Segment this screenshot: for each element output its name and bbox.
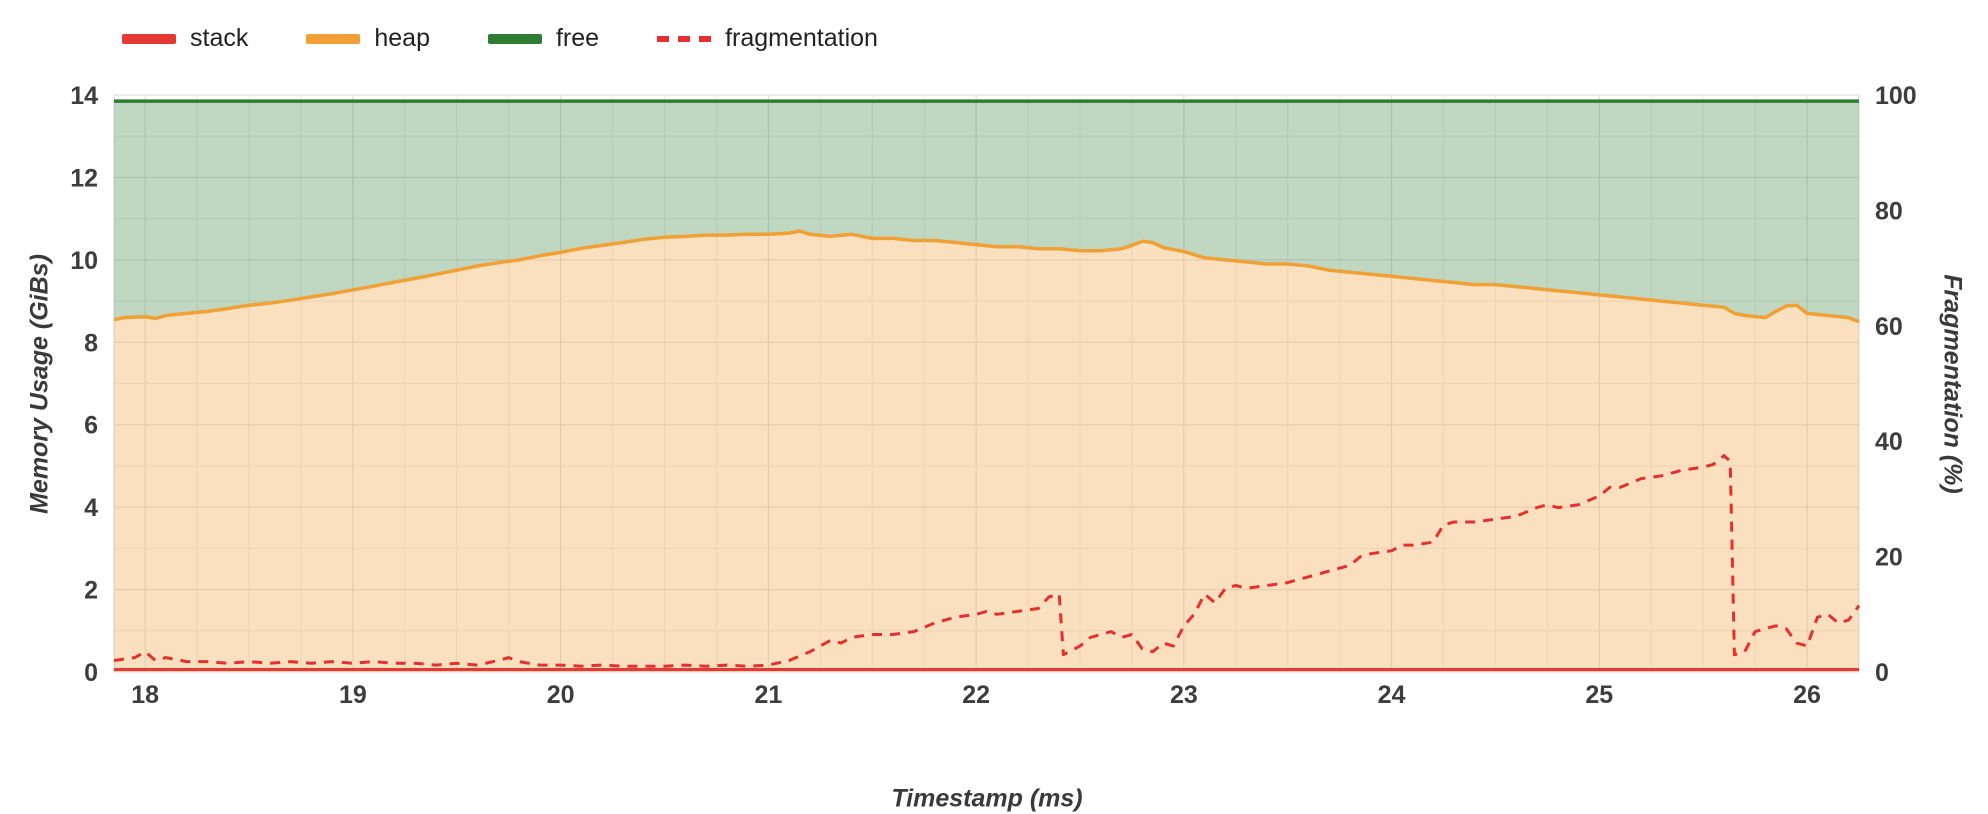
y-axis-left-title: Memory Usage (GiBs) (25, 254, 54, 514)
svg-text:24: 24 (1378, 681, 1406, 709)
heap-line (113, 229, 1860, 324)
grid (113, 94, 1860, 673)
legend-item-fragmentation[interactable]: fragmentation (657, 24, 878, 53)
x-axis-title: Timestamp (ms) (891, 784, 1083, 813)
stack-line-swatch (122, 33, 176, 44)
chart-legend: stack heap free fragmentation (122, 24, 878, 53)
svg-text:26: 26 (1793, 681, 1821, 709)
svg-text:40: 40 (1875, 428, 1903, 456)
y-axis-right-title: Fragmentation (%) (1938, 274, 1967, 494)
svg-text:60: 60 (1875, 313, 1903, 341)
free-area (114, 101, 1859, 322)
svg-text:14: 14 (70, 82, 98, 110)
svg-text:18: 18 (131, 681, 159, 709)
svg-text:20: 20 (1875, 544, 1903, 572)
heap-area (114, 231, 1859, 672)
svg-text:25: 25 (1585, 681, 1613, 709)
svg-text:0: 0 (1875, 659, 1889, 687)
legend-label-free: free (555, 24, 600, 52)
legend-label-fragmentation: fragmentation (725, 24, 878, 52)
legend-label-heap: heap (374, 24, 430, 52)
svg-text:8: 8 (84, 329, 98, 357)
free-line-swatch (487, 33, 542, 44)
fragmentation-dashed-swatch (657, 35, 712, 42)
legend-label-stack: stack (190, 24, 249, 52)
svg-text:20: 20 (547, 681, 575, 709)
fragmentation-line (113, 454, 1861, 668)
svg-text:80: 80 (1875, 197, 1903, 225)
legend-item-heap[interactable]: heap (306, 24, 430, 53)
svg-text:19: 19 (339, 681, 367, 709)
svg-text:0: 0 (84, 659, 98, 687)
svg-text:2: 2 (84, 577, 98, 605)
axis-tick-labels: 18 19 20 21 22 23 24 25 260246810121402040608010… (70, 82, 1917, 709)
svg-text:22: 22 (962, 681, 990, 709)
svg-text:4: 4 (84, 494, 98, 522)
svg-text:23: 23 (1170, 681, 1198, 709)
legend-item-stack[interactable]: stack (122, 24, 248, 53)
plot-border (113, 94, 1860, 673)
svg-text:21: 21 (754, 681, 782, 709)
legend-item-free[interactable]: free (487, 24, 600, 53)
svg-text:6: 6 (84, 412, 98, 440)
svg-text:12: 12 (70, 164, 98, 192)
heap-line-swatch (306, 33, 361, 44)
svg-text:100: 100 (1875, 82, 1917, 110)
svg-text:10: 10 (70, 247, 98, 275)
